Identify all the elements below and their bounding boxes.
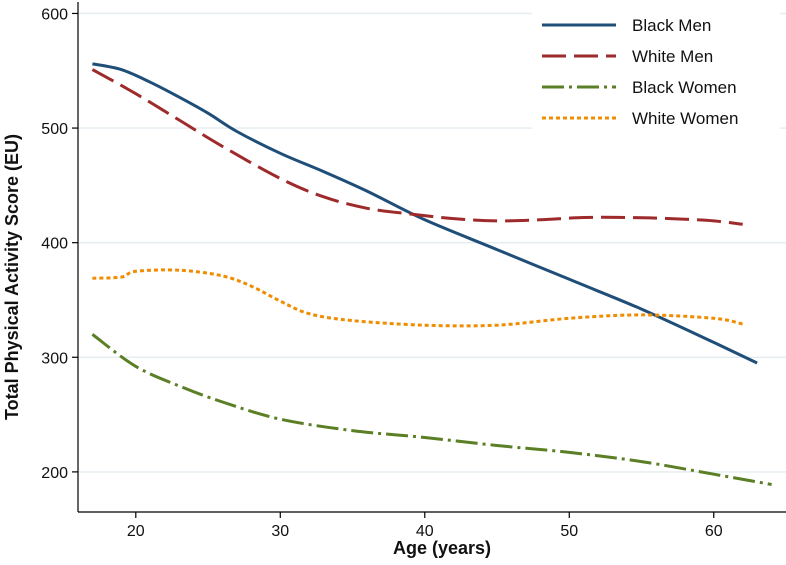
legend-label-black-women: Black Women	[632, 78, 737, 97]
tick-marks: 200 300 400 500 600 20 30 40 50 60	[41, 6, 722, 540]
data-series	[91, 62, 772, 486]
x-axis-title: Age (years)	[393, 538, 491, 558]
y-tick-label-200: 200	[41, 465, 68, 482]
legend-label-white-men: White Men	[632, 47, 713, 66]
y-tick-label-300: 300	[41, 350, 68, 367]
y-tick-label-500: 500	[41, 121, 68, 138]
y-tick-label-400: 400	[41, 236, 68, 253]
y-axis-title: Total Physical Activity Score (EU)	[2, 134, 22, 420]
x-tick-label-20: 20	[127, 523, 145, 540]
series-line-black-men	[92, 62, 758, 365]
series-line-white-women	[92, 268, 744, 328]
x-tick-label-60: 60	[705, 523, 723, 540]
x-tick-label-40: 40	[416, 523, 434, 540]
legend-label-white-women: White Women	[632, 109, 738, 128]
axes	[77, 2, 786, 513]
series-line-black-women	[91, 333, 772, 486]
legend-label-black-men: Black Men	[632, 16, 711, 35]
series-line-white-men	[91, 68, 743, 226]
x-tick-label-50: 50	[560, 523, 578, 540]
y-tick-label-600: 600	[41, 6, 68, 23]
x-tick-label-30: 30	[271, 523, 289, 540]
legend: Black Men White Men Black Women White Women	[532, 4, 780, 136]
